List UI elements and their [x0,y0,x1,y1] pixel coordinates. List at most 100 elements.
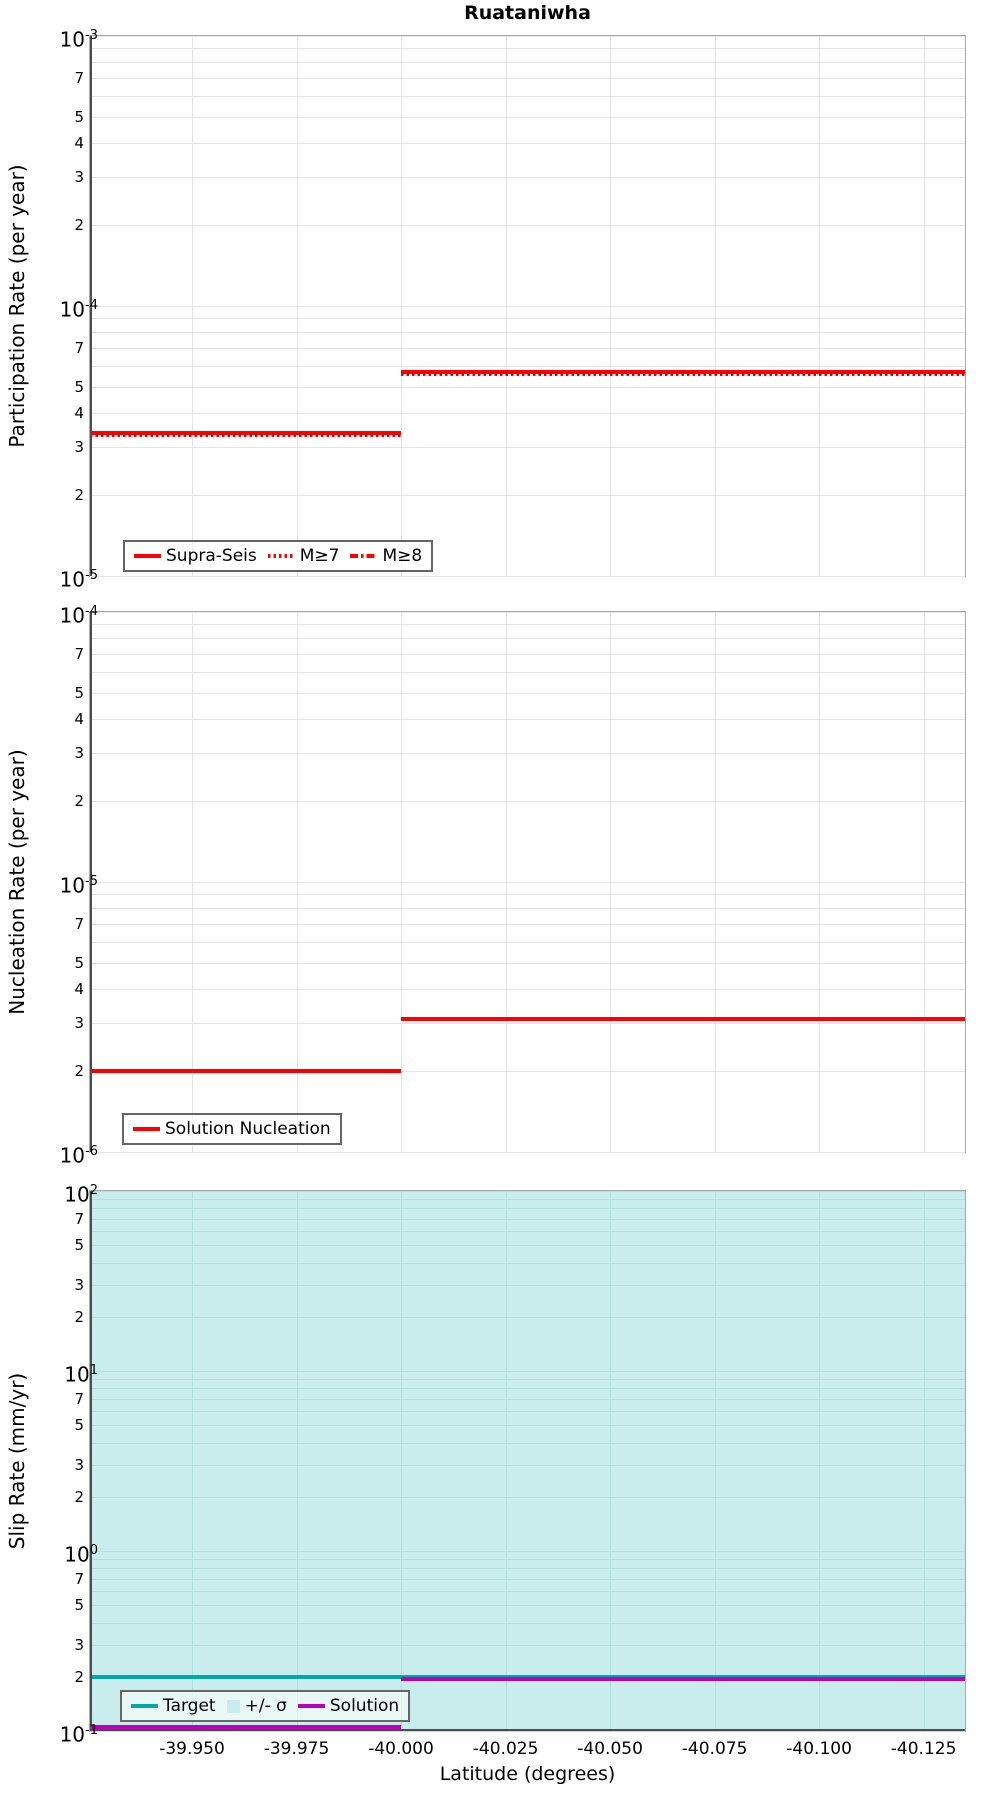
y-tick-minor-label: 5 [74,684,84,703]
y-tick-minor-label: 4 [74,980,84,999]
x-tick-label: -40.125 [890,1739,957,1759]
h-gridline [90,1465,965,1467]
h-gridline [90,989,965,991]
legend-participation: Supra-Seis M≥7 M≥8 [123,540,434,572]
h-gridline [90,77,965,79]
line-solid-icon [133,1127,160,1131]
y-tick-minor-label: 3 [74,168,84,187]
legend-item-label: Solution Nucleation [165,1119,331,1139]
v-gridline [192,36,193,576]
y-tick-minor-label: 2 [74,1307,84,1326]
y-tick-minor-label: 3 [74,438,84,457]
v-gridline [505,1191,507,1731]
h-gridline [90,1410,965,1412]
y-tick-minor-label: 3 [74,1636,84,1655]
h-gridline [90,1285,965,1287]
y-tick-minor-label: 3 [74,1014,84,1033]
h-gridline [90,62,965,64]
h-gridline [90,48,965,50]
series-segment-solution [90,1725,401,1730]
h-gridline [90,908,965,910]
v-gridline [401,612,402,1152]
h-gridline [90,1388,965,1390]
y-tick-minor-label: 4 [74,404,84,423]
h-gridline [90,963,965,965]
y-tick-decade-label: 10-6 [59,1143,98,1168]
x-tick-label: -39.975 [263,1739,330,1759]
v-gridline [610,36,612,576]
y-tick-minor-label: 4 [74,710,84,729]
y-tick-minor-label: 5 [74,1236,84,1255]
h-gridline [90,941,965,943]
y-tick-minor-label: 2 [74,1487,84,1506]
h-gridline [90,447,965,449]
h-gridline [90,1218,965,1220]
h-gridline [90,1208,965,1210]
line-solid-icon [297,1704,325,1708]
h-gridline [90,1398,965,1400]
y-tick-decade-label: 100 [64,1542,98,1567]
y-tick-decade-label: 101 [64,1362,98,1387]
y-axis-spine [90,36,92,576]
h-gridline [90,882,965,883]
v-gridline [714,612,716,1152]
legend-item: M≥7 [267,546,339,566]
x-tick-label: -39.950 [159,1739,225,1759]
h-gridline [90,1023,965,1025]
h-gridline [90,638,965,640]
y-tick-minor-label: 4 [74,134,84,153]
h-gridline [90,576,965,577]
h-gridline [90,1590,965,1592]
panel-participation-rate [89,35,966,577]
y-axis-spine [90,1191,92,1731]
v-gridline [923,1191,925,1731]
v-gridline [923,36,925,576]
h-gridline [90,347,965,349]
legend-item: Target [131,1696,216,1716]
y-tick-minor-label: 7 [74,644,84,663]
h-gridline [90,1070,965,1072]
h-gridline [90,143,965,145]
legend-slip-rate: Target +/- σ Solution [120,1690,411,1722]
v-gridline [401,36,402,576]
panel-nucleation-rate [89,611,966,1153]
y-tick-minor-label: 2 [74,1061,84,1080]
h-gridline [90,753,965,755]
h-gridline [90,1645,965,1647]
h-gridline [90,1152,965,1153]
h-gridline [90,1605,965,1607]
legend-item-label: Supra-Seis [166,546,257,566]
v-gridline [192,1191,193,1731]
line-solid-icon [134,554,161,558]
line-dashdot-icon [350,554,378,558]
h-gridline [90,1551,965,1552]
x-tick-label: -40.075 [681,1739,748,1759]
line-dotted-icon [267,554,295,558]
y-tick-decade-label: 102 [64,1182,98,1207]
y-tick-decade-label: 10-4 [59,297,98,322]
y-tick-minor-label: 7 [74,914,84,933]
h-gridline [90,1191,965,1192]
legend-item-label: Solution [329,1696,400,1716]
h-gridline [90,1622,965,1624]
x-tick-label: -40.000 [368,1739,434,1759]
h-gridline [90,494,965,496]
v-gridline [505,36,507,576]
h-gridline [90,719,965,721]
v-gridline [192,612,193,1152]
h-gridline [90,1371,965,1372]
v-gridline [296,612,298,1152]
x-axis-title: Latitude (degrees) [439,1763,616,1785]
v-gridline [819,36,821,576]
h-gridline [90,95,965,97]
y-tick-decade-label: 10-1 [59,1722,98,1747]
legend-item-label: Target [163,1696,216,1716]
v-gridline [296,36,298,576]
h-gridline [90,413,965,415]
h-gridline [90,365,965,367]
y-tick-decade-label: 10-5 [59,567,98,592]
legend-item: Solution Nucleation [133,1119,331,1139]
h-gridline [90,332,965,334]
y-tick-decade-label: 10-3 [59,27,98,52]
